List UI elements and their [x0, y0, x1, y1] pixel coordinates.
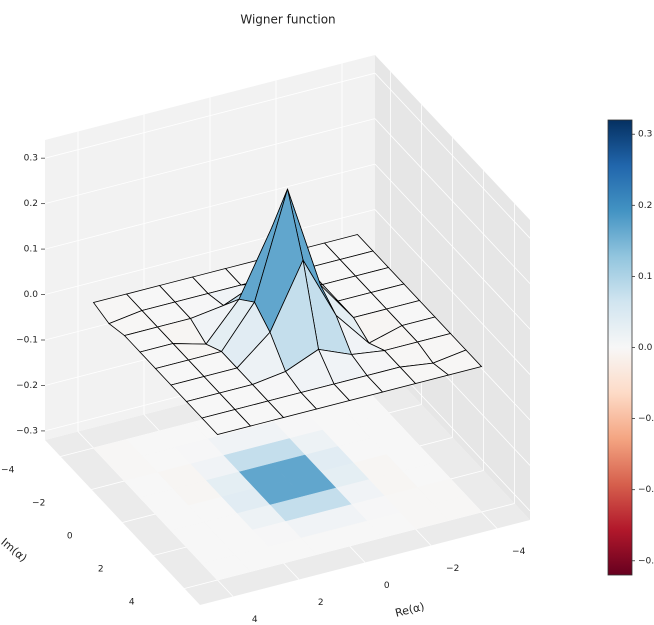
- grid-line: [374, 209, 531, 375]
- surface-cell: [201, 409, 252, 435]
- z-tick-label: −0.3: [16, 426, 38, 436]
- chart-title: Wigner function: [240, 13, 335, 27]
- colorbar-tick-label: −0.3: [638, 556, 654, 566]
- colorbar-tick-label: −0.2: [638, 485, 654, 495]
- grid-line: [44, 118, 376, 205]
- grid-line: [44, 72, 376, 159]
- z-tick-label: −0.1: [16, 336, 38, 346]
- grid-line: [44, 209, 376, 295]
- y-tick-label: 2: [98, 565, 104, 575]
- grid-line: [374, 72, 531, 239]
- x-tick-label: −4: [512, 547, 526, 557]
- z-tick-label: 0.1: [24, 245, 38, 255]
- grid-line: [374, 118, 531, 284]
- colorbar-tick-label: 0.3: [638, 130, 652, 140]
- colorbar-tick-label: 0.2: [638, 201, 652, 211]
- y-axis-label: Im(α): [0, 536, 30, 565]
- colorbar-tick-label: 0.0: [638, 343, 653, 353]
- x-tick-label: 4: [252, 615, 258, 625]
- colorbar-tick-label: 0.1: [638, 272, 652, 282]
- z-tick-label: −0.2: [16, 381, 38, 391]
- y-tick-label: −2: [32, 499, 45, 509]
- z-tick-label: 0.0: [24, 290, 39, 300]
- x-tick-label: 0: [384, 581, 390, 591]
- y-tick-label: 4: [129, 598, 135, 608]
- z-tick-label: 0.2: [24, 199, 38, 209]
- floor-contour: [201, 554, 251, 581]
- x-tick-label: −2: [446, 564, 459, 574]
- grid-line: [44, 163, 376, 250]
- grid-line: [374, 163, 531, 330]
- y-tick-label: 0: [67, 532, 73, 542]
- x-axis-label: Re(α): [394, 600, 426, 620]
- colorbar: [607, 119, 633, 576]
- z-tick-label: 0.3: [24, 154, 38, 164]
- x-tick-label: 2: [318, 598, 324, 608]
- colorbar-tick-label: −0.1: [638, 414, 654, 424]
- y-tick-label: −4: [1, 466, 15, 476]
